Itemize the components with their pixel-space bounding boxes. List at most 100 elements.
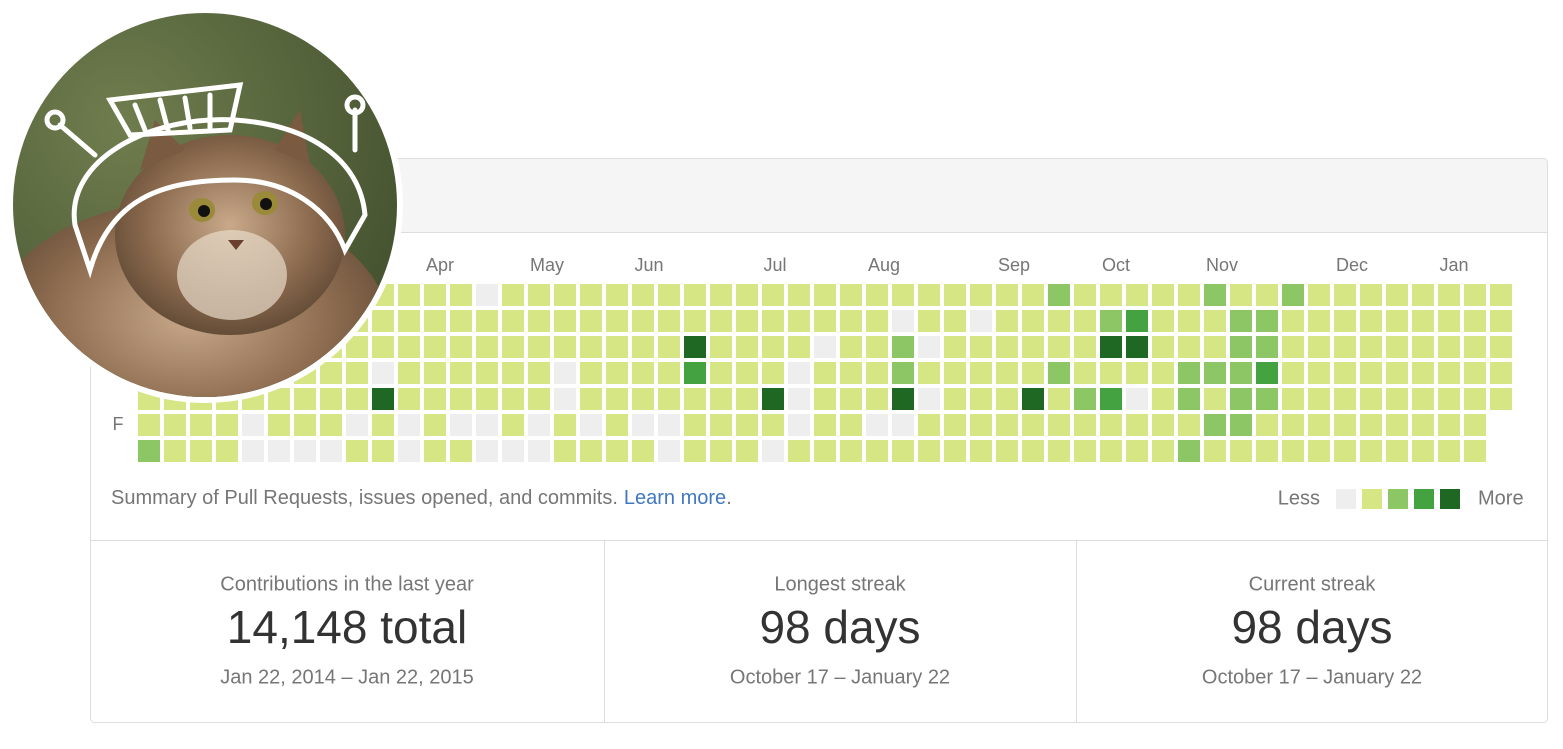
day-cell: [658, 362, 680, 384]
day-cell: [398, 336, 420, 358]
day-cell: [1386, 388, 1408, 410]
day-cell: [944, 440, 966, 462]
day-cell: [398, 388, 420, 410]
day-cell: [1308, 336, 1330, 358]
day-cell: [1360, 440, 1382, 462]
day-cell: [320, 362, 342, 384]
day-cell: [892, 284, 914, 306]
day-cell: [476, 440, 498, 462]
day-cell: [1256, 388, 1278, 410]
day-cell: [684, 362, 706, 384]
day-cell: [580, 440, 602, 462]
day-cell: [1230, 388, 1252, 410]
day-cell: [1152, 284, 1174, 306]
day-cell: [580, 310, 602, 332]
day-cell: [788, 336, 810, 358]
day-cell: [1204, 284, 1226, 306]
day-cell: [502, 414, 524, 436]
day-cell: [1152, 388, 1174, 410]
day-cell: [918, 388, 940, 410]
day-cell: [1048, 388, 1070, 410]
day-cell: [710, 440, 732, 462]
day-cell: [580, 388, 602, 410]
day-cell: [1152, 414, 1174, 436]
day-cell: [840, 414, 862, 436]
day-cell: [1178, 414, 1200, 436]
day-cell: [736, 440, 758, 462]
day-cell: [1386, 284, 1408, 306]
day-cell: [632, 414, 654, 436]
day-cell: [1256, 414, 1278, 436]
day-cell: [1464, 336, 1486, 358]
stat-label: Longest streak: [774, 573, 906, 595]
stat-value: 14,148 total: [227, 601, 467, 653]
day-cell: [1074, 414, 1096, 436]
day-cell: [372, 336, 394, 358]
day-cell: [736, 414, 758, 436]
day-cell: [606, 362, 628, 384]
day-cell: [1074, 310, 1096, 332]
day-cell: [840, 388, 862, 410]
day-cell: [970, 284, 992, 306]
day-cell: [762, 336, 784, 358]
day-cell: [424, 388, 446, 410]
day-cell: [502, 440, 524, 462]
day-cell: [632, 440, 654, 462]
day-cell: [1334, 362, 1356, 384]
day-cell: [1282, 388, 1304, 410]
day-cell: [320, 414, 342, 436]
day-cell: [866, 310, 888, 332]
day-cell: [606, 284, 628, 306]
day-cell: [346, 362, 368, 384]
day-cell: [892, 362, 914, 384]
stat-range: Jan 22, 2014 – Jan 22, 2015: [220, 666, 474, 688]
day-cell: [1256, 336, 1278, 358]
day-cell: [502, 336, 524, 358]
day-cell: [996, 336, 1018, 358]
day-cell: [1360, 284, 1382, 306]
learn-more-link[interactable]: Learn more: [624, 487, 726, 509]
day-cell: [424, 440, 446, 462]
cat-pupil: [198, 205, 210, 217]
day-cell: [528, 310, 550, 332]
card-header: [91, 159, 1547, 232]
day-cell: [1256, 440, 1278, 462]
day-cell: [1282, 362, 1304, 384]
day-cell: [476, 310, 498, 332]
legend: [1336, 489, 1460, 509]
legend-less: Less: [1278, 487, 1320, 509]
day-cell: [736, 388, 758, 410]
day-cell: [580, 336, 602, 358]
day-cell: [918, 440, 940, 462]
day-cell: [450, 284, 472, 306]
day-cell: [632, 388, 654, 410]
day-cell: [242, 414, 264, 436]
day-cell: [684, 388, 706, 410]
day-cell: [164, 414, 186, 436]
day-cell: [1464, 414, 1486, 436]
day-cell: [138, 414, 160, 436]
day-cell: [1282, 310, 1304, 332]
day-cell: [944, 414, 966, 436]
stat-value: 98 days: [1231, 601, 1392, 653]
day-cell: [1334, 284, 1356, 306]
day-cell: [1100, 440, 1122, 462]
day-cell: [814, 362, 836, 384]
day-cell: [1282, 336, 1304, 358]
day-cell: [450, 336, 472, 358]
day-cell: [398, 310, 420, 332]
day-cell: [554, 362, 576, 384]
day-cell: [944, 362, 966, 384]
day-cell: [918, 336, 940, 358]
day-cell: [840, 336, 862, 358]
day-cell: [1490, 388, 1512, 410]
day-cell: [1204, 362, 1226, 384]
day-cell: [658, 336, 680, 358]
day-cell: [632, 284, 654, 306]
day-cell: [1386, 440, 1408, 462]
day-cell: [996, 414, 1018, 436]
day-cell: [320, 388, 342, 410]
day-cell: [294, 414, 316, 436]
day-cell: [1490, 336, 1512, 358]
day-cell: [1100, 310, 1122, 332]
